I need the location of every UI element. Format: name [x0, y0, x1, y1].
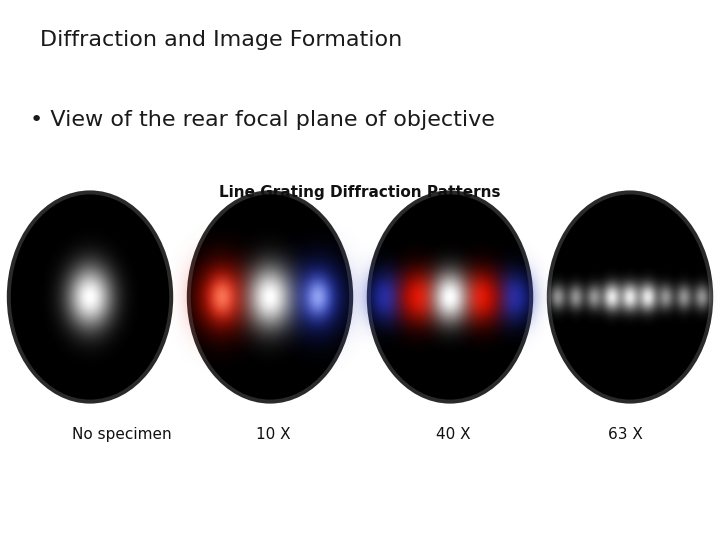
Text: No specimen: No specimen: [72, 427, 171, 442]
Text: 10 X: 10 X: [256, 427, 290, 442]
Ellipse shape: [371, 194, 529, 400]
Ellipse shape: [551, 194, 709, 400]
Ellipse shape: [11, 194, 169, 400]
Text: 40 X: 40 X: [436, 427, 470, 442]
Ellipse shape: [191, 194, 349, 400]
Text: Diffraction and Image Formation: Diffraction and Image Formation: [40, 30, 402, 50]
Ellipse shape: [186, 191, 354, 403]
Text: • View of the rear focal plane of objective: • View of the rear focal plane of object…: [30, 110, 495, 130]
Ellipse shape: [6, 191, 174, 403]
Text: 63 X: 63 X: [608, 427, 643, 442]
Ellipse shape: [366, 191, 534, 403]
Ellipse shape: [546, 191, 714, 403]
Text: Line Grating Diffraction Patterns: Line Grating Diffraction Patterns: [220, 185, 500, 200]
